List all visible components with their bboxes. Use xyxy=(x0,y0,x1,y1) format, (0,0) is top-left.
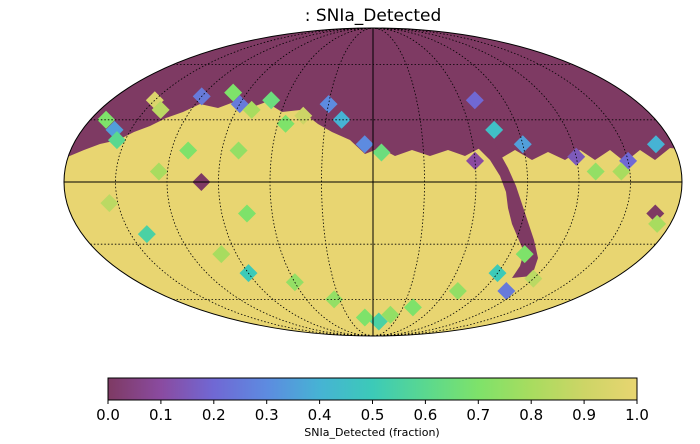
heatmap-pixel xyxy=(294,106,313,125)
region-northern-cap xyxy=(64,28,682,162)
colorbar-tick-label: 0.9 xyxy=(572,406,596,424)
colorbar-tick-label: 0.3 xyxy=(255,406,279,424)
heatmap-pixel xyxy=(97,110,116,129)
colorbar-tick-label: 0.6 xyxy=(413,406,437,424)
heatmap-pixel xyxy=(237,204,256,223)
heatmap-pixels xyxy=(97,83,667,331)
heatmap-pixel xyxy=(179,141,198,160)
map-regions xyxy=(64,28,682,331)
graticule-meridian xyxy=(372,28,631,336)
colorbar: 0.0 0.1 0.2 0.3 0.4 0.5 0.6 0.7 0.8 0.9 1.0 SNIa_D… xyxy=(96,377,649,439)
region-galactic-band xyxy=(468,95,538,278)
heatmap-pixel xyxy=(100,194,119,213)
heatmap-pixel xyxy=(276,114,295,133)
heatmap-pixel xyxy=(151,100,170,119)
heatmap-pixel xyxy=(524,269,543,288)
heatmap-pixel xyxy=(612,162,631,181)
heatmap-pixel xyxy=(372,143,391,162)
graticule-meridian xyxy=(115,28,374,336)
heatmap-pixel xyxy=(229,141,248,160)
heatmap-pixel xyxy=(332,110,351,129)
heatmap-pixel xyxy=(586,162,605,181)
heatmap-pixel xyxy=(648,214,667,233)
heatmap-pixel xyxy=(355,135,374,154)
colorbar-tick-label: 1.0 xyxy=(625,406,649,424)
heatmap-pixel xyxy=(355,308,374,327)
heatmap-pixel xyxy=(137,225,156,244)
map-outline xyxy=(63,27,683,337)
colorbar-label: SNIa_Detected (fraction) xyxy=(304,426,439,439)
colorbar-tick-label: 0.5 xyxy=(361,406,385,424)
heatmap-pixel xyxy=(107,131,126,150)
heatmap-pixel xyxy=(369,312,388,331)
heatmap-pixel xyxy=(149,162,168,181)
heatmap-pixel xyxy=(381,305,400,324)
heatmap-pixel xyxy=(403,298,422,317)
colorbar-tick-label: 0.2 xyxy=(202,406,226,424)
heatmap-pixel xyxy=(262,91,281,110)
heatmap-pixel xyxy=(212,245,231,264)
heatmap-pixel xyxy=(497,282,516,301)
heatmap-pixel xyxy=(242,100,261,119)
colorbar-tick-label: 0.0 xyxy=(96,406,120,424)
heatmap-pixel xyxy=(465,91,484,110)
colorbar-tick-label: 0.1 xyxy=(149,406,173,424)
heatmap-pixel xyxy=(515,245,534,264)
colorbar-gradient xyxy=(107,377,638,401)
heatmap-pixel xyxy=(567,147,586,166)
colorbar-tick-label: 0.7 xyxy=(466,406,490,424)
chart-title: : SNIa_Detected xyxy=(305,6,442,26)
colorbar-tick-label: 0.8 xyxy=(519,406,543,424)
colorbar-tick-label: 0.4 xyxy=(308,406,332,424)
heatmap-pixel xyxy=(485,120,504,139)
heatmap-pixel xyxy=(448,282,467,301)
colorbar-ticks: 0.0 0.1 0.2 0.3 0.4 0.5 0.6 0.7 0.8 0.9 1.0 xyxy=(96,400,649,424)
heatmap-pixel xyxy=(646,135,665,154)
sky-map xyxy=(63,27,683,337)
